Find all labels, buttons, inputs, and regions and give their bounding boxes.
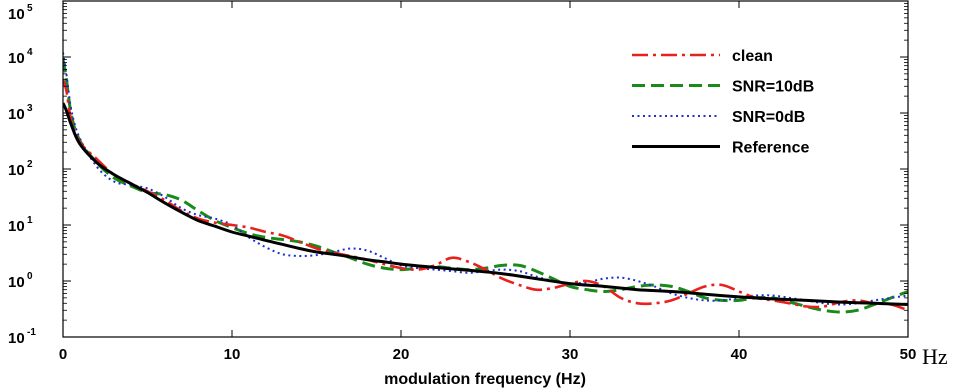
y-tick-label: 10 xyxy=(8,50,25,67)
x-axis-ticks: 0 10 20 30 40 50 xyxy=(59,1,917,363)
y-tick-exponent: 4 xyxy=(27,47,33,58)
legend-label: clean xyxy=(732,48,773,65)
legend: clean SNR=10dB SNR=0dB Reference xyxy=(610,30,890,170)
y-tick-exponent: 5 xyxy=(27,3,33,14)
legend-label: Reference xyxy=(732,140,809,157)
x-tick-label: 50 xyxy=(900,346,917,363)
y-tick-exponent: -1 xyxy=(27,327,36,338)
series-line-reference xyxy=(63,102,908,306)
x-tick-label: 0 xyxy=(59,346,67,363)
y-tick-label: 10 xyxy=(8,6,25,23)
series-lines xyxy=(63,52,908,314)
y-tick-exponent: 3 xyxy=(27,103,33,114)
y-tick-label: 10 xyxy=(8,330,25,347)
legend-label: SNR=10dB xyxy=(732,79,814,96)
y-tick-label: 10 xyxy=(8,106,25,123)
legend-label: SNR=0dB xyxy=(732,109,805,126)
x-axis-label: modulation frequency (Hz) xyxy=(384,371,586,388)
y-tick-exponent: 0 xyxy=(27,271,33,282)
x-axis-unit-suffix: Hz xyxy=(922,344,948,369)
x-tick-label: 30 xyxy=(562,346,579,363)
x-tick-label: 10 xyxy=(224,346,241,363)
y-tick-exponent: 2 xyxy=(27,159,33,170)
y-tick-label: 10 xyxy=(8,162,25,179)
y-tick-label: 10 xyxy=(8,274,25,291)
x-tick-label: 20 xyxy=(393,346,410,363)
y-tick-exponent: 1 xyxy=(27,215,33,226)
x-tick-label: 40 xyxy=(731,346,748,363)
y-tick-label: 10 xyxy=(8,218,25,235)
